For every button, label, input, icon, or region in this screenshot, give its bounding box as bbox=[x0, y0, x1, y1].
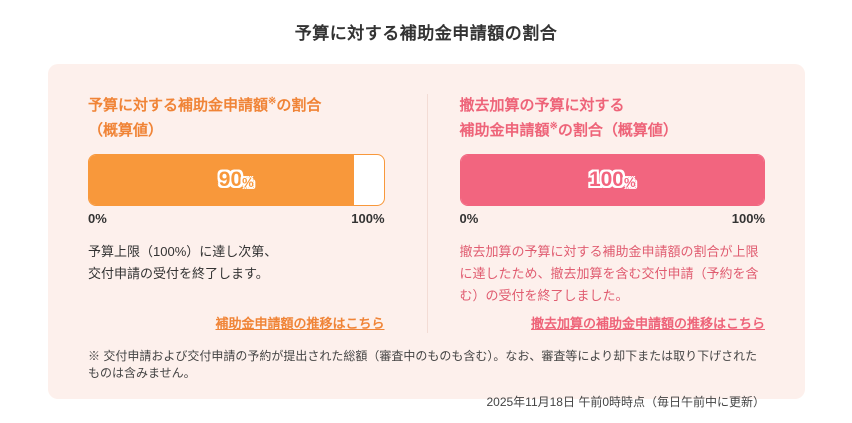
progress-scale: 0% 100% bbox=[88, 211, 385, 226]
footnote-marker: ※ bbox=[268, 96, 277, 107]
link-row-removal: 撤去加算の補助金申請額の推移はこちら bbox=[460, 313, 765, 333]
progress-value-unit: % bbox=[242, 175, 254, 190]
heading-line1-tail: の割合 bbox=[276, 97, 322, 114]
scale-min-label: 0% bbox=[88, 211, 107, 226]
update-timestamp: 2025年11月18日 午前0時時点（毎日午前中に更新） bbox=[486, 395, 765, 409]
page-title: 予算に対する補助金申請額の割合 bbox=[294, 24, 558, 43]
progress-bar-overall: 90% bbox=[88, 154, 385, 206]
footnote-text: ※ 交付申請および交付申請の予約が提出された総額（審査中のものも含む）。なお、審… bbox=[88, 349, 758, 380]
scale-max-label: 100% bbox=[731, 211, 765, 226]
panel-description-removal: 撤去加算の予算に対する補助金申請額の割合が上限に達したため、撤去加算を含む交付申… bbox=[460, 241, 766, 311]
summary-card: 予算に対する補助金申請額※の割合 （概算値） 90% 0% 100% 予算上限（… bbox=[48, 64, 805, 409]
footnote-marker: ※ bbox=[549, 120, 558, 132]
panel-columns: 予算に対する補助金申請額※の割合 （概算値） 90% 0% 100% 予算上限（… bbox=[88, 94, 765, 333]
panel-heading-removal: 撤去加算の予算に対する 補助金申請額※の割合（概算値） bbox=[460, 94, 766, 146]
progress-value-label: 100% bbox=[461, 155, 765, 205]
heading-line2-text: 補助金申請額 bbox=[459, 121, 550, 139]
heading-line1-text: 予算に対する補助金申請額 bbox=[88, 97, 269, 114]
progress-value-number: 100 bbox=[588, 168, 624, 191]
progress-bar-fill bbox=[460, 155, 764, 205]
progress-bar-removal: 100% bbox=[459, 154, 765, 206]
heading-line1-text: 撤去加算の予算に対する bbox=[459, 97, 625, 114]
scale-max-label: 100% bbox=[351, 211, 385, 226]
scale-min-label: 0% bbox=[459, 211, 479, 226]
heading-line2-tail: の割合（概算値） bbox=[557, 121, 678, 139]
progress-scale: 0% 100% bbox=[460, 211, 766, 226]
trend-link-overall[interactable]: 補助金申請額の推移はこちら bbox=[215, 316, 385, 331]
panel-budget-overall: 予算に対する補助金申請額※の割合 （概算値） 90% 0% 100% 予算上限（… bbox=[88, 94, 427, 333]
progress-value-label: 90% bbox=[89, 155, 384, 205]
trend-link-removal[interactable]: 撤去加算の補助金申請額の推移はこちら bbox=[530, 316, 765, 331]
link-row-overall: 補助金申請額の推移はこちら bbox=[88, 313, 385, 333]
panel-description-overall: 予算上限（100%）に達し次第、 交付申請の受付を終了します。 bbox=[88, 241, 385, 311]
progress-bar-fill bbox=[89, 155, 355, 205]
progress-value-unit: % bbox=[623, 175, 636, 190]
heading-line2-text: （概算値） bbox=[88, 121, 164, 139]
description-line1: 撤去加算の予算に対する補助金申請額の割合が上限に達したため、撤去加算を含む交付申… bbox=[459, 244, 759, 304]
panel-heading-overall: 予算に対する補助金申請額※の割合 （概算値） bbox=[88, 94, 385, 146]
description-line1: 予算上限（100%）に達し次第、 bbox=[88, 244, 278, 259]
description-line2: 交付申請の受付を終了します。 bbox=[88, 266, 269, 282]
progress-value-number: 90 bbox=[218, 168, 243, 191]
panel-budget-removal: 撤去加算の予算に対する 補助金申請額※の割合（概算値） 100% 0% 100%… bbox=[426, 94, 766, 333]
